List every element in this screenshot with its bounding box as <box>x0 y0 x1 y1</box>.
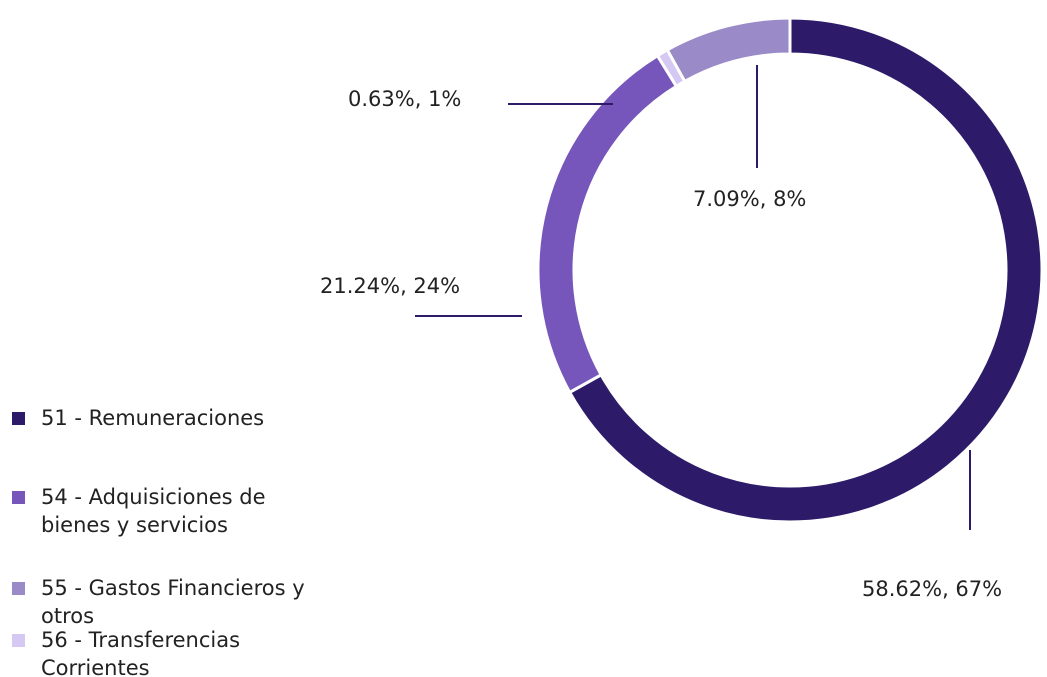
legend-swatch <box>12 582 25 595</box>
legend-swatch <box>12 634 25 647</box>
donut-slice <box>665 16 792 84</box>
legend-label: 54 - Adquisiciones de bienes y servicios <box>41 485 266 537</box>
legend-item: 54 - Adquisiciones de bienes y servicios <box>12 483 312 539</box>
data-label: 7.09%, 8% <box>693 187 806 211</box>
legend-item: 56 - Transferencias Corrientes <box>12 626 312 677</box>
donut-slice <box>536 53 679 395</box>
data-label: 58.62%, 67% <box>862 577 1002 601</box>
data-label: 21.24%, 24% <box>320 274 460 298</box>
donut-slice <box>567 16 1044 524</box>
legend-item: 55 - Gastos Financieros y otros <box>12 574 312 630</box>
legend-item: 51 - Remuneraciones <box>12 404 312 432</box>
legend-label: 56 - Transferencias Corrientes <box>41 628 241 677</box>
legend-label: 55 - Gastos Financieros y otros <box>41 576 305 628</box>
data-label: 0.63%, 1% <box>348 87 461 111</box>
legend-label: 51 - Remuneraciones <box>41 406 265 430</box>
legend-swatch <box>12 412 25 425</box>
legend-swatch <box>12 491 25 504</box>
